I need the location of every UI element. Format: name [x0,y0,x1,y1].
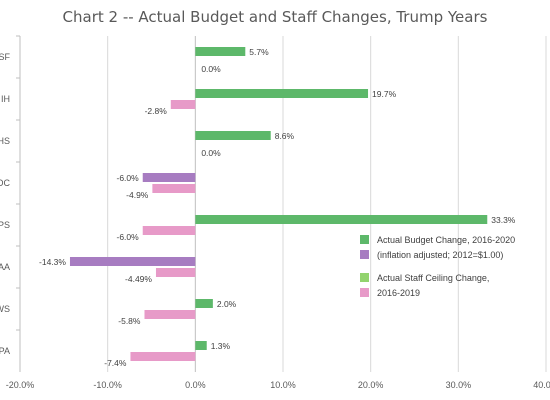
bar-budget [195,299,213,308]
category-label: IH [1,94,10,104]
bar-budget [195,47,246,56]
x-tick-label: 40.0% [533,380,550,390]
bar-staff [142,226,196,235]
bar-budget [195,215,488,224]
category-label: OC [0,178,11,188]
x-tick-label: 30.0% [446,380,472,390]
data-label-staff: -4.49% [125,274,152,284]
category-label: PA [0,346,10,356]
bar-budget [195,131,271,140]
x-tick-label: 20.0% [358,380,384,390]
legend-swatch [360,273,369,282]
data-label-budget: 19.7% [372,89,397,99]
legend-swatch [360,235,369,244]
x-tick-label: 0.0% [185,380,206,390]
data-label-budget: 1.3% [211,341,231,351]
legend-swatch [360,250,369,259]
bars-layer [69,47,488,361]
category-label: HS [0,136,10,146]
data-label-budget: -6.0% [117,173,140,183]
bar-staff [152,184,196,193]
legend-label: Actual Budget Change, 2016-2020 [377,235,515,245]
labels-layer: 5.7% 0.0% 19.7% -2.8% 8.6% 0.0% -6.0% -4.9% 33.3… [39,47,516,368]
legend-swatch [360,288,369,297]
data-label-staff: -7.4% [104,358,127,368]
bar-budget [195,341,207,350]
data-label-staff: -4.9% [126,190,149,200]
data-label-staff: -2.8% [145,106,168,116]
category-label: AA [0,262,10,272]
legend-layer: Actual Budget Change, 2016-2020 (inflatio… [360,235,515,298]
bar-budget [69,257,196,266]
grid-layer [19,36,547,372]
x-tick-label: -10.0% [93,380,122,390]
bar-staff [155,268,196,277]
bar-staff [130,352,196,361]
bar-budget [195,89,369,98]
chart-title: Chart 2 -- Actual Budget and Staff Chang… [62,8,488,26]
data-label-budget: 8.6% [275,131,295,141]
x-tick-label: -20.0% [6,380,35,390]
bar-staff [144,310,196,319]
legend-label: Actual Staff Ceiling Change, [377,273,489,283]
bar-staff [170,100,196,109]
data-label-budget: 2.0% [217,299,237,309]
data-label-staff: -6.0% [117,232,140,242]
data-label-staff: 0.0% [201,148,221,158]
category-label: SF [0,52,10,62]
axis-layer: -20.0% -10.0% 0.0% 10.0% 20.0% 30.0% 40.0% SF IH… [0,35,550,390]
data-label-budget: 33.3% [491,215,516,225]
category-label: WS [0,304,10,314]
data-label-budget: -14.3% [39,257,66,267]
bar-budget [142,173,196,182]
x-tick-label: 10.0% [270,380,296,390]
category-label: PS [0,220,10,230]
data-label-staff: -5.8% [118,316,141,326]
data-label-budget: 5.7% [249,47,269,57]
data-label-staff: 0.0% [201,64,221,74]
legend-label: (inflation adjusted; 2012=$1.00) [377,250,503,260]
legend-label: 2016-2019 [377,288,420,298]
